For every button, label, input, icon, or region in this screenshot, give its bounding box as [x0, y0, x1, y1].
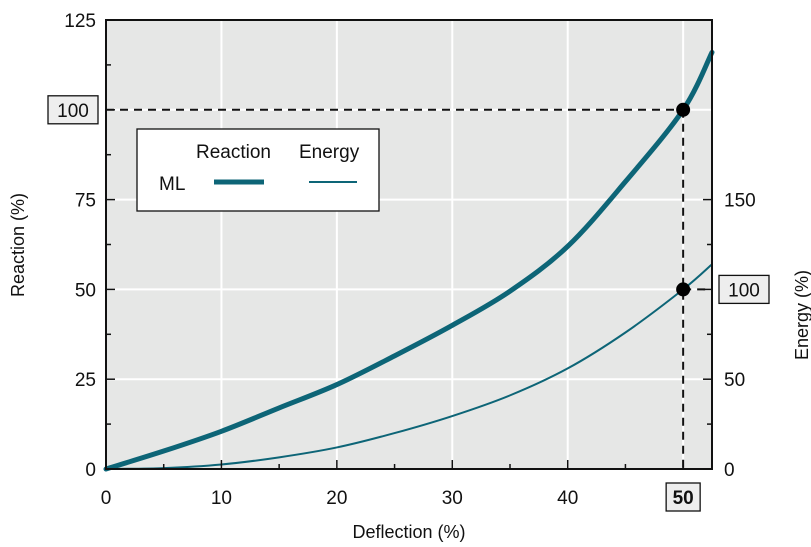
- reaction-marker-point: [676, 102, 691, 117]
- series-line-energy: [105, 263, 713, 470]
- series-line-reaction: [103, 49, 715, 472]
- energy-marker-label: 100: [728, 280, 760, 301]
- x-tick-label: 40: [557, 488, 578, 509]
- reaction-marker-label-box: [47, 95, 99, 125]
- y-tick-label: 125: [64, 11, 96, 32]
- energy-marker-point: [676, 282, 691, 297]
- y-tick-label: 0: [85, 460, 96, 481]
- x-marker-label: 50: [673, 488, 694, 509]
- x-tick-label: 30: [442, 488, 463, 509]
- legend-row-label: ML: [159, 174, 185, 195]
- y2-axis-title: Energy (%): [792, 270, 811, 360]
- series-layer: [103, 49, 715, 472]
- energy-marker-label-box: [718, 274, 770, 305]
- legend-column-energy: Energy: [299, 142, 360, 163]
- point-markers: [676, 102, 691, 297]
- plot-background: [106, 20, 712, 469]
- y-tick-label: 75: [75, 191, 96, 212]
- x-tick-label: 20: [326, 488, 347, 509]
- legend-column-reaction: Reaction: [196, 142, 271, 163]
- x-marker-label-box: [665, 482, 701, 512]
- y2-tick-label: 0: [724, 460, 735, 481]
- x-axis-title: Deflection (%): [352, 522, 465, 542]
- legend-box: [136, 128, 380, 212]
- legend: Reaction Energy ML: [136, 128, 380, 212]
- y-tick-label: 25: [75, 370, 96, 391]
- reaction-marker-label: 100: [57, 101, 89, 122]
- y-tick-label: 50: [75, 280, 96, 301]
- y-axis-title: Reaction (%): [8, 193, 28, 297]
- x-tick-label: 10: [211, 488, 232, 509]
- y2-tick-label: 50: [724, 370, 745, 391]
- x-tick-label: 0: [101, 488, 112, 509]
- axis-ticks: [105, 19, 712, 470]
- y2-tick-label: 150: [724, 191, 756, 212]
